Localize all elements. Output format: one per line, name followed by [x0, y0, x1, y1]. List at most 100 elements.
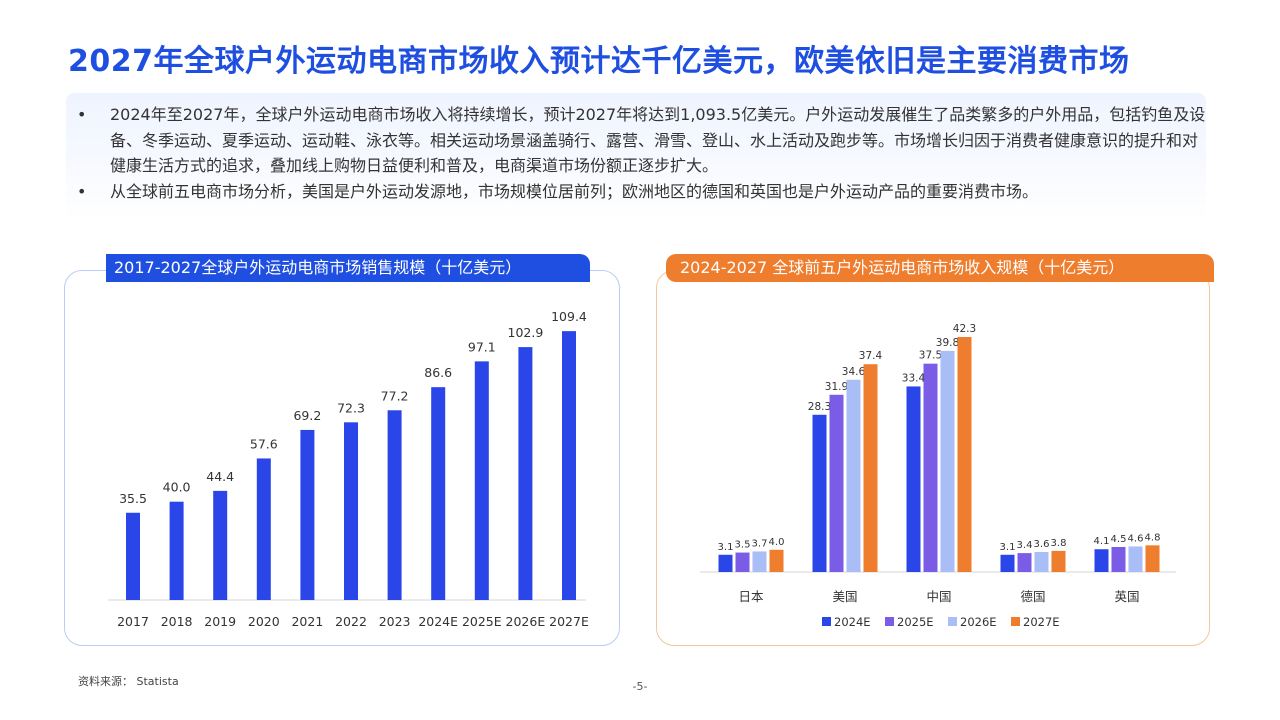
- source-note: 资料来源： Statista: [78, 675, 179, 688]
- page-title: 2027年全球户外运动电商市场收入预计达千亿美元，欧美依旧是主要消费市场: [68, 44, 1130, 79]
- x-tick-label: 2019: [204, 614, 236, 629]
- bar-2019: [213, 490, 228, 600]
- legend-label: 2024E: [834, 615, 871, 629]
- page-number: -5-: [632, 680, 648, 693]
- bar-value-label: 97.1: [468, 339, 496, 354]
- bar-中国-2024E: [906, 386, 921, 572]
- bar-value-label: 57.6: [250, 436, 278, 451]
- bar-2020: [256, 458, 271, 600]
- bar-2027E: [562, 331, 576, 600]
- bar-value-label: 35.5: [119, 491, 147, 506]
- legend-swatch-2024E: [822, 617, 831, 626]
- bar-2025E: [474, 361, 489, 600]
- bar-value-label: 33.4: [902, 372, 926, 384]
- bar-美国-2026E: [846, 379, 861, 572]
- bar-value-label: 3.1: [1000, 542, 1016, 553]
- right-chart-title: 2024-2027 全球前五户外运动电商市场收入规模（十亿美元）: [666, 254, 1214, 282]
- bar-value-label: 31.9: [825, 381, 848, 393]
- bar-2023: [387, 410, 402, 600]
- x-tick-label: 德国: [1020, 589, 1045, 604]
- bar-2022: [344, 422, 358, 600]
- bar-value-label: 40.0: [163, 480, 191, 495]
- summary-box: • 2024年至2027年，全球户外运动电商市场收入将持续增长，预计2027年将…: [66, 93, 1206, 219]
- bar-2017: [126, 512, 140, 600]
- bar-value-label: 69.2: [293, 408, 321, 423]
- bar-value-label: 3.4: [1017, 540, 1033, 551]
- summary-bullet-2: • 从全球前五电商市场分析，美国是户外运动发源地，市场规模位居前列；欧洲地区的德…: [66, 179, 1206, 205]
- bar-日本-2024E: [718, 554, 733, 572]
- bar-value-label: 3.8: [1051, 538, 1067, 549]
- legend-swatch-2025E: [885, 617, 894, 626]
- bar-value-label: 28.3: [808, 401, 831, 413]
- bar-value-label: 109.4: [551, 309, 587, 324]
- legend-swatch-2026E: [948, 617, 957, 626]
- x-tick-label: 2021: [291, 614, 323, 629]
- bar-value-label: 72.3: [337, 400, 365, 415]
- x-tick-label: 2018: [161, 614, 193, 629]
- bar-value-label: 86.6: [424, 365, 452, 380]
- bullet-dot-icon: •: [77, 105, 87, 124]
- bar-value-label: 3.5: [735, 540, 751, 551]
- bar-日本-2026E: [752, 551, 767, 572]
- bar-value-label: 4.1: [1094, 536, 1110, 547]
- x-tick-label: 英国: [1114, 589, 1139, 604]
- bar-value-label: 4.5: [1111, 534, 1127, 545]
- bar-德国-2024E: [1000, 554, 1015, 572]
- bar-德国-2025E: [1017, 553, 1032, 572]
- bar-2026E: [518, 347, 533, 600]
- bar-value-label: 37.4: [859, 350, 883, 362]
- summary-text-2: 从全球前五电商市场分析，美国是户外运动发源地，市场规模位居前列；欧洲地区的德国和…: [110, 181, 1039, 201]
- bar-中国-2027E: [957, 337, 972, 572]
- x-tick-label: 2026E: [506, 614, 546, 629]
- x-tick-label: 2020: [248, 614, 280, 629]
- legend-label: 2027E: [1023, 615, 1060, 629]
- bar-value-label: 77.2: [381, 388, 409, 403]
- bar-日本-2027E: [769, 549, 784, 572]
- legend-swatch-2027E: [1011, 617, 1020, 626]
- bar-value-label: 3.6: [1034, 539, 1050, 550]
- bar-德国-2026E: [1034, 552, 1049, 572]
- bar-value-label: 34.6: [842, 366, 866, 378]
- x-tick-label: 2025E: [462, 614, 502, 629]
- bar-value-label: 3.7: [752, 538, 768, 549]
- bar-value-label: 4.6: [1128, 533, 1144, 544]
- bar-2018: [169, 501, 184, 600]
- bar-中国-2026E: [940, 350, 955, 572]
- bar-2024E: [431, 387, 446, 600]
- bar-德国-2027E: [1051, 550, 1066, 572]
- x-tick-label: 2024E: [418, 614, 458, 629]
- summary-text-1: 2024年至2027年，全球户外运动电商市场收入将持续增长，预计2027年将达到…: [110, 105, 1206, 175]
- x-tick-label: 美国: [832, 589, 857, 604]
- bar-value-label: 44.4: [206, 469, 234, 484]
- summary-list: • 2024年至2027年，全球户外运动电商市场收入将持续增长，预计2027年将…: [66, 93, 1206, 204]
- bar-日本-2025E: [735, 552, 750, 572]
- x-tick-label: 2017: [117, 614, 149, 629]
- bar-美国-2027E: [863, 364, 878, 572]
- bar-value-label: 102.9: [508, 325, 544, 340]
- summary-bullet-1: • 2024年至2027年，全球户外运动电商市场收入将持续增长，预计2027年将…: [66, 93, 1206, 179]
- bar-英国-2026E: [1128, 546, 1143, 572]
- bar-中国-2025E: [923, 363, 938, 572]
- x-tick-label: 2022: [335, 614, 367, 629]
- x-tick-label: 2027E: [549, 614, 589, 629]
- bar-美国-2025E: [829, 394, 844, 572]
- bar-2021: [300, 429, 315, 600]
- x-tick-label: 日本: [738, 589, 764, 604]
- x-tick-label: 中国: [926, 589, 951, 604]
- bar-美国-2024E: [812, 414, 827, 572]
- bar-value-label: 4.8: [1145, 532, 1161, 543]
- top5-markets-grouped-bar-chart: 3.1 3.5 3.7 4.0日本28.331.934.637.4美国33.437.5…: [700, 323, 1176, 629]
- bar-value-label: 4.0: [769, 537, 785, 548]
- left-chart-title: 2017-2027全球户外运动电商市场销售规模（十亿美元）: [106, 254, 590, 282]
- bar-英国-2027E: [1145, 545, 1160, 572]
- bar-value-label: 3.1: [718, 542, 734, 553]
- bar-value-label: 39.8: [936, 337, 959, 349]
- legend-label: 2026E: [960, 615, 997, 629]
- bar-英国-2024E: [1094, 549, 1109, 572]
- bar-value-label: 42.3: [953, 323, 976, 335]
- legend-label: 2025E: [897, 615, 934, 629]
- x-tick-label: 2023: [379, 614, 411, 629]
- bullet-dot-icon: •: [77, 181, 87, 201]
- bar-英国-2025E: [1111, 547, 1126, 572]
- global-sales-bar-chart: 35.5 2017 40.0 2018 44.4 2019 57.6 2020 69.2 2021…: [108, 309, 589, 629]
